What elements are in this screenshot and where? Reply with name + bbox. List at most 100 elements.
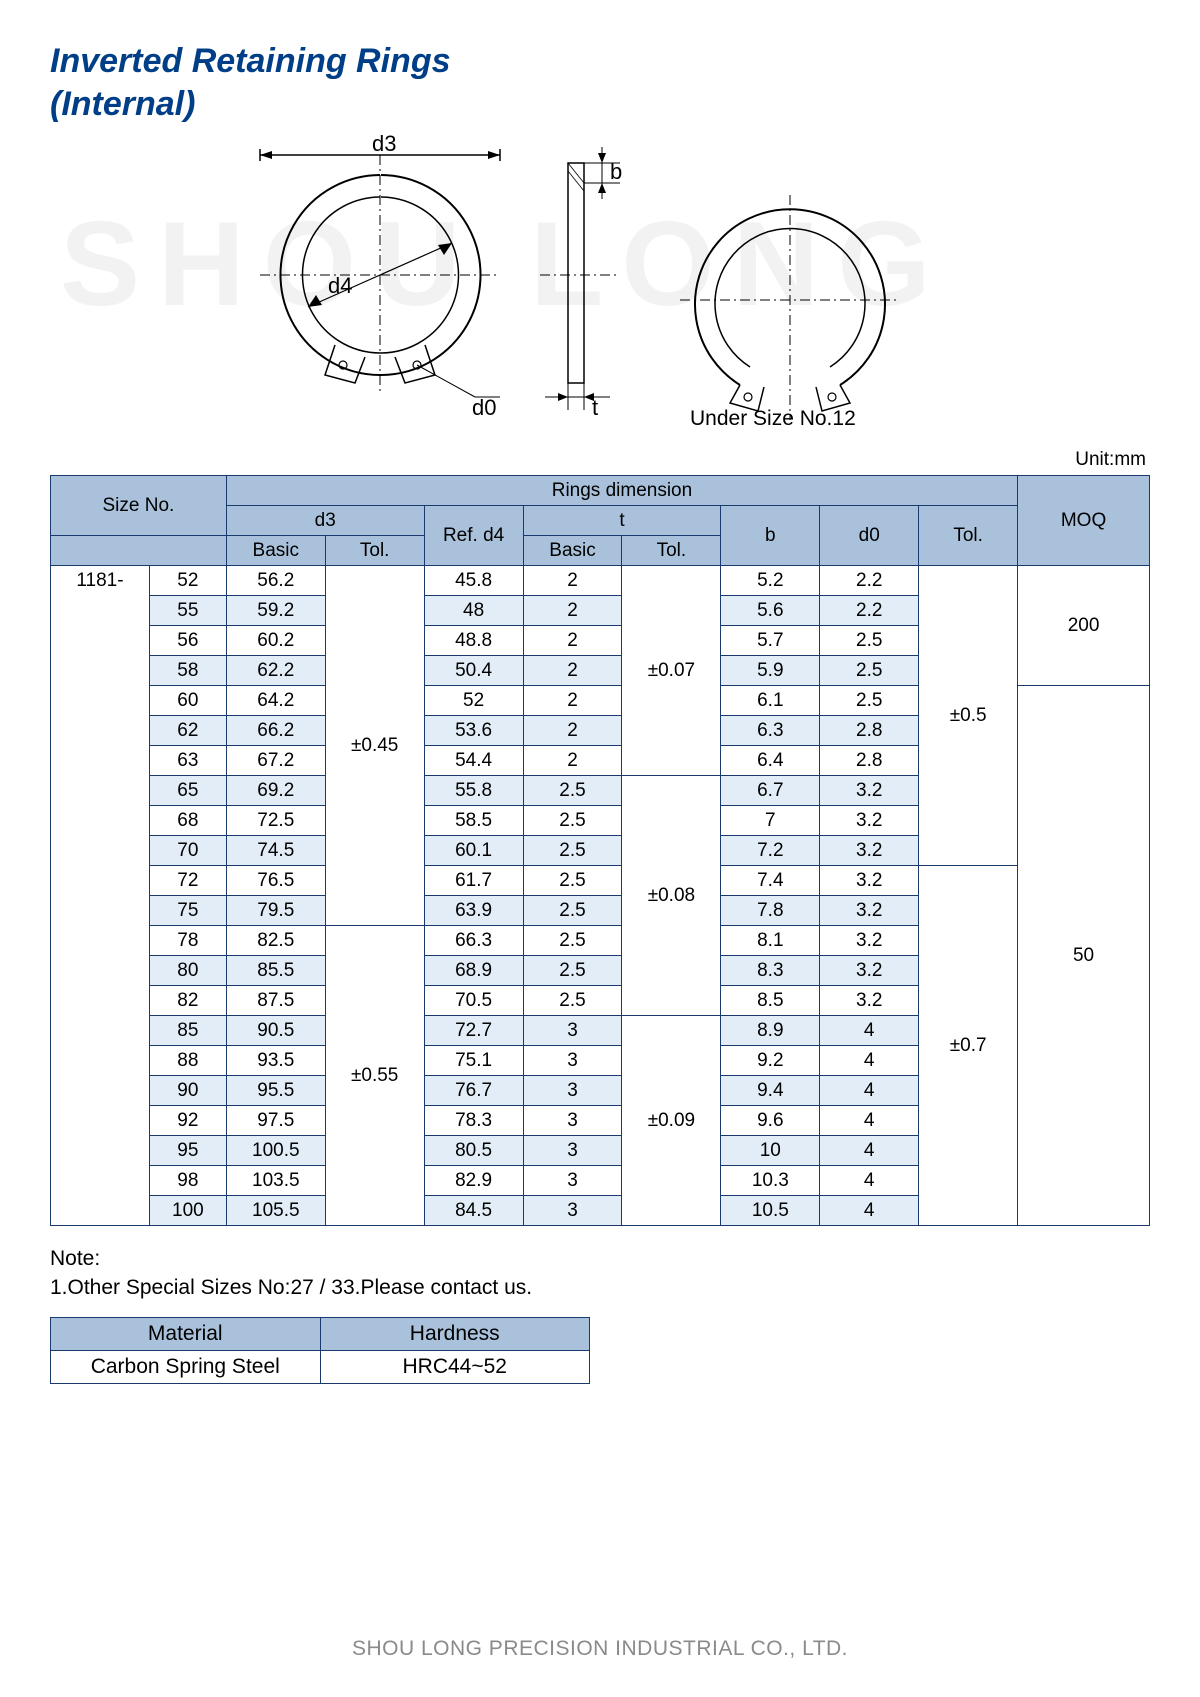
header-size-no: Size No. (51, 476, 227, 536)
label-t: t (592, 395, 598, 420)
cell: 9.4 (721, 1076, 820, 1106)
cell: 84.5 (424, 1196, 523, 1226)
cell-d3-tol: ±0.55 (325, 926, 424, 1226)
cell: 3.2 (820, 806, 919, 836)
cell: 2.2 (820, 566, 919, 596)
cell: 2.5 (523, 896, 622, 926)
cell: 62 (149, 716, 226, 746)
header-tol-d0: Tol. (919, 506, 1018, 566)
cell: 64.2 (226, 686, 325, 716)
diagram-undersize-view (660, 185, 920, 435)
cell: 8.1 (721, 926, 820, 956)
cell: 2 (523, 566, 622, 596)
cell: 6.3 (721, 716, 820, 746)
table-row: 1181-5256.2±0.4545.82±0.075.22.2±0.5200 (51, 566, 1150, 596)
cell: 9.2 (721, 1046, 820, 1076)
cell: 10.3 (721, 1166, 820, 1196)
cell: 74.5 (226, 836, 325, 866)
cell: 6.4 (721, 746, 820, 776)
cell: 61.7 (424, 866, 523, 896)
cell: 3.2 (820, 776, 919, 806)
cell: 60 (149, 686, 226, 716)
cell: 72.7 (424, 1016, 523, 1046)
cell: 5.7 (721, 626, 820, 656)
cell-t-tol: ±0.09 (622, 1016, 721, 1226)
footer-company: SHOU LONG PRECISION INDUSTRIAL CO., LTD. (0, 1637, 1200, 1661)
cell: 2 (523, 656, 622, 686)
cell: 8.3 (721, 956, 820, 986)
label-under-size: Under Size No.12 (690, 407, 856, 431)
cell-t-tol: ±0.08 (622, 776, 721, 1016)
cell: 2.5 (523, 776, 622, 806)
cell: 72 (149, 866, 226, 896)
cell: 98 (149, 1166, 226, 1196)
cell: 2 (523, 746, 622, 776)
cell: 3 (523, 1076, 622, 1106)
cell: 66.2 (226, 716, 325, 746)
header-t: t (523, 506, 721, 536)
cell: 82.5 (226, 926, 325, 956)
cell: 6.1 (721, 686, 820, 716)
cell: 7.8 (721, 896, 820, 926)
cell: 6.7 (721, 776, 820, 806)
cell: 60.1 (424, 836, 523, 866)
cell: 2 (523, 626, 622, 656)
cell: 95 (149, 1136, 226, 1166)
cell: 85 (149, 1016, 226, 1046)
cell: 7 (721, 806, 820, 836)
cell: 85.5 (226, 956, 325, 986)
cell: 3 (523, 1106, 622, 1136)
cell: 88 (149, 1046, 226, 1076)
title-line1: Inverted Retaining Rings (50, 42, 451, 80)
cell: 3.2 (820, 926, 919, 956)
cell: 103.5 (226, 1166, 325, 1196)
cell: 2 (523, 716, 622, 746)
cell: 79.5 (226, 896, 325, 926)
cell: 53.6 (424, 716, 523, 746)
cell: 8.9 (721, 1016, 820, 1046)
cell: 2.8 (820, 716, 919, 746)
cell: 54.4 (424, 746, 523, 776)
cell: 48.8 (424, 626, 523, 656)
cell: 2 (523, 686, 622, 716)
cell: 2.5 (820, 656, 919, 686)
cell: 4 (820, 1016, 919, 1046)
note-1: 1.Other Special Sizes No:27 / 33.Please … (50, 1276, 532, 1299)
cell-material: Carbon Spring Steel (51, 1350, 321, 1383)
cell: 67.2 (226, 746, 325, 776)
cell: 3.2 (820, 896, 919, 926)
cell: 10 (721, 1136, 820, 1166)
cell: 9.6 (721, 1106, 820, 1136)
cell: 87.5 (226, 986, 325, 1016)
cell: 82 (149, 986, 226, 1016)
table-header: Size No. Rings dimension MOQ d3 Ref. d4 … (51, 476, 1150, 566)
table-body: 1181-5256.2±0.4545.82±0.075.22.2±0.52005… (51, 566, 1150, 1226)
header-material: Material (51, 1317, 321, 1350)
cell-d3-tol: ±0.45 (325, 566, 424, 926)
cell: 3 (523, 1196, 622, 1226)
cell-prefix: 1181- (51, 566, 150, 1226)
cell: 5.2 (721, 566, 820, 596)
cell-d0-tol: ±0.7 (919, 866, 1018, 1226)
unit-label: Unit:mm (50, 449, 1146, 471)
cell: 2.5 (523, 836, 622, 866)
cell: 3 (523, 1136, 622, 1166)
cell-moq: 200 (1018, 566, 1150, 686)
cell: 4 (820, 1106, 919, 1136)
cell: 63.9 (424, 896, 523, 926)
page-title: Inverted Retaining Rings (Internal) (50, 40, 1150, 125)
cell: 8.5 (721, 986, 820, 1016)
cell: 7.4 (721, 866, 820, 896)
cell: 3 (523, 1016, 622, 1046)
cell: 100 (149, 1196, 226, 1226)
cell: 3.2 (820, 986, 919, 1016)
cell: 45.8 (424, 566, 523, 596)
header-d0: d0 (820, 506, 919, 566)
note-label: Note: (50, 1247, 100, 1270)
title-line2: (Internal) (50, 85, 195, 123)
label-b: b (610, 159, 622, 184)
cell: 70.5 (424, 986, 523, 1016)
note-block: Note: 1.Other Special Sizes No:27 / 33.P… (50, 1244, 1150, 1303)
header-d3-tol: Tol. (325, 536, 424, 566)
cell-d0-tol: ±0.5 (919, 566, 1018, 866)
